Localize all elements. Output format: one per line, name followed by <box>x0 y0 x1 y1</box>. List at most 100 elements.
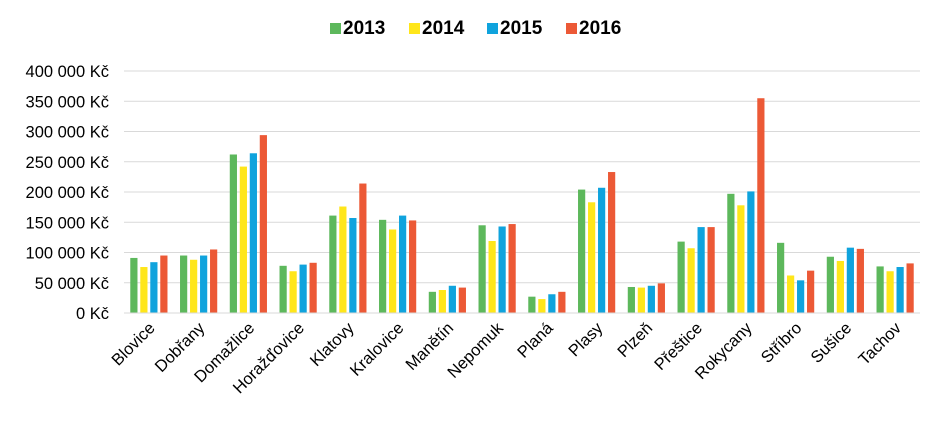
bar-2014 <box>289 271 297 313</box>
bar-group-rokycany <box>727 98 765 313</box>
bar-2015 <box>647 285 655 313</box>
x-category-label: Plasy <box>565 319 607 361</box>
bar-2016 <box>757 98 765 313</box>
legend-label: 2013 <box>343 18 385 39</box>
legend: 2013 2014 2015 2016 <box>330 18 621 39</box>
bar-2013 <box>727 193 735 313</box>
bar-2016 <box>608 172 616 313</box>
bar-2014 <box>637 287 645 313</box>
bar-group-domažlice <box>229 135 267 313</box>
x-axis-category-labels: BloviceDobřanyDomažliceHoražďoviceKlatov… <box>108 319 905 398</box>
x-category-label: Sušice <box>807 319 855 367</box>
bar-2014 <box>836 260 844 313</box>
bar-group-sušice <box>826 247 864 313</box>
y-tick-label: 200 000 Kč <box>26 184 109 202</box>
bar-group-stříbro <box>777 242 815 313</box>
y-axis-ticks: 0 Kč 50 000 Kč 100 000 Kč 150 000 Kč 200 000… <box>26 63 109 323</box>
bar-2015 <box>697 227 705 313</box>
bar-2014 <box>488 241 496 313</box>
bar-2015 <box>448 285 456 313</box>
bar-2015 <box>200 255 208 313</box>
legend-item-2015: 2015 <box>487 18 543 39</box>
bar-2013 <box>130 257 138 313</box>
bar-2015 <box>349 218 357 313</box>
legend-label: 2015 <box>500 18 543 39</box>
x-category-label: Planá <box>514 319 557 362</box>
y-tick-label: 100 000 Kč <box>26 245 109 263</box>
bar-group-přeštice <box>677 227 715 313</box>
bar-2016 <box>210 249 218 313</box>
bar-group-dobřany <box>180 249 218 313</box>
bar-2013 <box>876 266 884 313</box>
x-category-label: Nepomuk <box>444 319 507 382</box>
bar-2016 <box>160 255 168 313</box>
x-category-label: Plzeň <box>614 319 656 361</box>
bar-2015 <box>498 226 506 313</box>
bar-2014 <box>140 267 148 313</box>
legend-item-2014: 2014 <box>409 18 465 39</box>
bar-group-plzeň <box>627 283 665 313</box>
bar-2014 <box>886 271 894 313</box>
bar-2014 <box>389 229 397 313</box>
bar-2014 <box>239 166 247 313</box>
bar-2015 <box>747 191 755 313</box>
bar-2016 <box>856 248 864 313</box>
bar-2014 <box>538 299 546 313</box>
bar-group-nepomuk <box>478 224 516 313</box>
y-tick-label: 50 000 Kč <box>35 275 109 293</box>
bar-2013 <box>627 286 635 313</box>
legend-swatch <box>409 23 420 34</box>
bar-2013 <box>229 154 237 313</box>
x-category-label: Stříbro <box>758 319 806 367</box>
bar-2013 <box>528 296 536 313</box>
bars <box>130 98 914 313</box>
bar-group-klatovy <box>329 183 367 313</box>
bar-2015 <box>896 267 904 313</box>
bar-group-tachov <box>876 263 914 313</box>
legend-swatch <box>330 23 341 34</box>
bar-2014 <box>588 202 596 313</box>
bar-2016 <box>807 270 815 313</box>
bar-2013 <box>329 215 337 313</box>
bar-group-planá <box>528 291 566 313</box>
bar-2013 <box>180 255 188 313</box>
bar-2016 <box>309 262 317 313</box>
bar-2016 <box>409 220 417 313</box>
bar-2013 <box>428 291 436 313</box>
bar-2014 <box>190 259 198 313</box>
bar-2013 <box>279 265 287 313</box>
legend-swatch <box>566 23 577 34</box>
bar-2013 <box>478 225 486 313</box>
bar-2016 <box>508 224 516 313</box>
legend-label: 2016 <box>579 18 621 39</box>
legend-label: 2014 <box>422 18 465 39</box>
bar-2016 <box>657 283 665 313</box>
bar-2015 <box>249 153 257 313</box>
bar-2016 <box>359 183 367 313</box>
bar-2013 <box>826 256 834 313</box>
bar-group-kralovice <box>379 215 417 313</box>
bar-2015 <box>548 294 556 313</box>
bar-2015 <box>399 215 407 313</box>
legend-item-2016: 2016 <box>566 18 621 39</box>
bar-2013 <box>677 241 685 313</box>
bar-2016 <box>906 263 914 313</box>
bar-2015 <box>150 262 158 313</box>
bar-2015 <box>299 264 307 313</box>
bar-group-manětín <box>428 285 466 313</box>
bar-2014 <box>687 248 695 313</box>
bar-2013 <box>777 242 785 313</box>
bar-2013 <box>379 219 387 313</box>
bar-2014 <box>438 290 446 313</box>
y-tick-label: 350 000 Kč <box>26 93 109 111</box>
y-tick-label: 300 000 Kč <box>26 124 109 142</box>
bar-group-blovice <box>130 255 168 313</box>
bar-2014 <box>787 275 795 313</box>
y-tick-label: 150 000 Kč <box>26 214 109 232</box>
y-tick-label: 0 Kč <box>76 305 109 323</box>
bar-2016 <box>458 287 466 313</box>
legend-item-2013: 2013 <box>330 18 385 39</box>
bar-2015 <box>846 247 854 313</box>
